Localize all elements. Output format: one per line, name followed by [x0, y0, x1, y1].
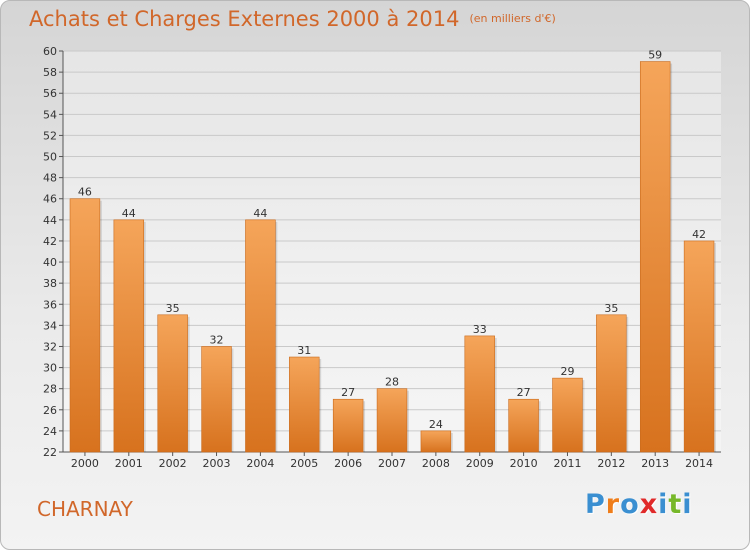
bar: [245, 219, 276, 453]
title-text: Achats et Charges Externes 2000 à 2014: [29, 7, 460, 31]
proxiti-logo: Proxiti: [585, 489, 693, 520]
x-tick-label: 2010: [510, 457, 538, 470]
x-tick-label: 2013: [641, 457, 669, 470]
bar: [420, 430, 452, 453]
data-label: 44: [253, 207, 267, 220]
bar: [596, 314, 627, 453]
x-tick-label: 2006: [334, 457, 362, 470]
x-tick-label: 2012: [597, 457, 625, 470]
bar: [639, 61, 671, 453]
x-tick-label: 2003: [203, 457, 231, 470]
title-unit: (en milliers d'€): [469, 12, 556, 25]
y-tick-label: 48: [43, 172, 57, 185]
data-label: 42: [692, 228, 706, 241]
data-label: 59: [648, 49, 662, 62]
bar: [157, 314, 188, 453]
y-tick-label: 46: [43, 193, 57, 206]
bar: [376, 388, 408, 453]
y-tick-label: 24: [43, 425, 57, 438]
chart-title: Achats et Charges Externes 2000 à 2014 (e…: [29, 7, 556, 31]
data-label: 44: [122, 207, 136, 220]
data-label: 28: [385, 376, 399, 389]
y-tick-label: 60: [43, 45, 57, 58]
data-label: 29: [560, 365, 574, 378]
x-tick-label: 2005: [290, 457, 318, 470]
logo-letter: i: [682, 489, 693, 520]
logo-letter: i: [658, 489, 669, 520]
data-label: 35: [604, 302, 618, 315]
x-tick-label: 2014: [685, 457, 713, 470]
x-tick-label: 2000: [71, 457, 99, 470]
y-tick-label: 40: [43, 256, 57, 269]
x-tick-label: 2004: [246, 457, 274, 470]
x-tick-label: 2002: [159, 457, 187, 470]
y-tick-label: 50: [43, 151, 57, 164]
y-tick-label: 42: [43, 235, 57, 248]
y-tick-label: 22: [43, 446, 57, 459]
bar: [201, 346, 232, 453]
y-tick-label: 56: [43, 87, 57, 100]
y-tick-label: 26: [43, 404, 57, 417]
x-tick-label: 2001: [115, 457, 143, 470]
labels: 22 24 26 28 30 32 34 36 38 40 42 44 46 48 50 52 54 56 58 60…: [43, 45, 713, 470]
bar: [113, 219, 145, 453]
bar: [683, 240, 715, 453]
data-label: 24: [429, 418, 443, 431]
data-label: 35: [166, 302, 180, 315]
logo-letter: x: [639, 489, 659, 520]
data-label: 33: [473, 323, 487, 336]
logo-letter: r: [605, 489, 621, 520]
data-label: 27: [341, 386, 355, 399]
bar: [508, 398, 539, 453]
data-label: 31: [297, 344, 311, 357]
x-tick-label: 2009: [466, 457, 494, 470]
y-tick-label: 34: [43, 319, 57, 332]
bar: [464, 335, 495, 453]
data-label: 27: [517, 386, 531, 399]
y-tick-label: 52: [43, 129, 57, 142]
bar: [69, 198, 101, 453]
y-tick-label: 32: [43, 340, 57, 353]
y-tick-label: 36: [43, 298, 57, 311]
commune-name: CHARNAY: [37, 497, 133, 521]
logo-letter: o: [620, 489, 640, 520]
bar: [289, 356, 320, 453]
y-tick-label: 28: [43, 383, 57, 396]
bar: [332, 398, 364, 453]
x-tick-label: 2008: [422, 457, 450, 470]
data-label: 32: [210, 333, 224, 346]
bars: [69, 61, 716, 453]
y-tick-label: 44: [43, 214, 57, 227]
x-tick-label: 2011: [553, 457, 581, 470]
logo-letter: P: [585, 489, 606, 520]
bar: [552, 377, 583, 453]
y-tick-label: 58: [43, 66, 57, 79]
y-tick-label: 30: [43, 362, 57, 375]
data-label: 46: [78, 186, 92, 199]
y-tick-label: 38: [43, 277, 57, 290]
logo-letter: t: [668, 489, 683, 520]
x-tick-label: 2007: [378, 457, 406, 470]
y-tick-label: 54: [43, 108, 57, 121]
